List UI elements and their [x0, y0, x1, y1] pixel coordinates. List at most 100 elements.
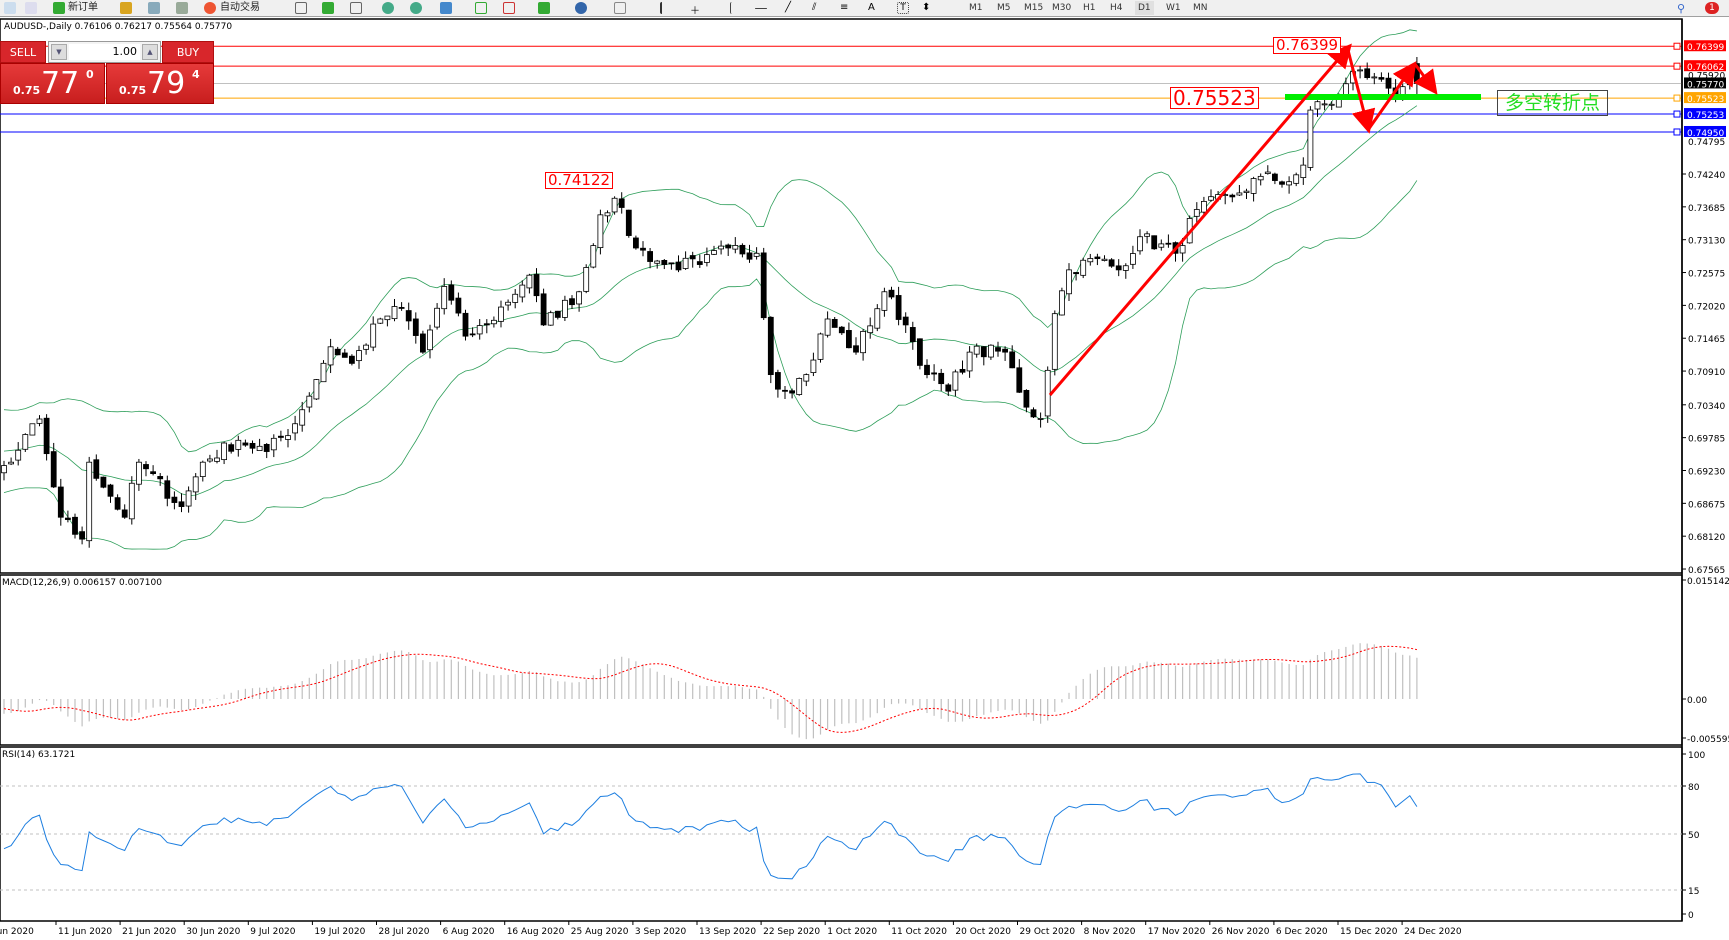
experts-icon[interactable] — [120, 2, 132, 14]
price-label-074122[interactable]: 0.74122 — [545, 172, 614, 189]
autoscroll-icon[interactable] — [503, 2, 515, 14]
new-order-button[interactable]: 新订单 — [68, 2, 98, 13]
lot-decrease-button[interactable]: ▼ — [51, 44, 67, 60]
timeframe-m30[interactable]: M30 — [1052, 3, 1072, 13]
rsi-tick-label: 80 — [1688, 783, 1700, 793]
horizontal-line-icon[interactable] — [755, 8, 767, 9]
timeframe-h1[interactable]: H1 — [1083, 3, 1096, 13]
candle-body — [895, 295, 902, 320]
price-tag-bg — [1684, 40, 1726, 52]
zoom-in-icon[interactable] — [382, 2, 394, 14]
candle — [1272, 172, 1278, 185]
lot-increase-button[interactable]: ▲ — [142, 44, 158, 60]
candle — [15, 442, 22, 466]
candle-body — [945, 384, 952, 392]
candle — [412, 312, 419, 344]
candle — [576, 290, 582, 312]
text-icon[interactable]: A — [868, 2, 875, 13]
rsi-tick-label: 100 — [1688, 751, 1705, 761]
candle-body — [569, 298, 575, 306]
candle-chart-icon[interactable] — [322, 2, 334, 14]
price-tick-label: 0.67565 — [1688, 566, 1725, 576]
zoom-icon[interactable] — [4, 2, 16, 14]
notification-badge[interactable]: 1 — [1705, 2, 1719, 14]
timeframe-m5[interactable]: M5 — [997, 3, 1011, 13]
buy-price-button[interactable]: 0.75 79 4 — [106, 63, 214, 104]
timeframe-mn[interactable]: MN — [1193, 3, 1208, 13]
candle-body — [199, 461, 206, 477]
candle — [72, 513, 78, 539]
lot-size-input[interactable]: 1.00 — [69, 44, 140, 60]
crosshair-icon[interactable]: ＋ — [690, 6, 700, 17]
arrows-icon[interactable]: ⬍ — [922, 2, 931, 13]
price-tag-bg — [1684, 108, 1726, 120]
vertical-line-icon[interactable] — [730, 2, 742, 14]
candle-body — [917, 338, 923, 366]
equidistant-channel-icon[interactable]: ⫽ — [812, 2, 817, 13]
candle — [1286, 176, 1292, 194]
auto-trade-button[interactable]: 自动交易 — [220, 2, 260, 13]
date-axis: Jun 2020 11 Jun 2020 21 Jun 2020 30 Jun 202… — [0, 921, 1462, 937]
cursor-icon[interactable] — [660, 2, 672, 14]
text-label-icon[interactable]: T — [897, 2, 909, 14]
price-tag-0.75253: 0.75253 — [1687, 111, 1724, 121]
sell-price-big: 77 — [41, 66, 80, 101]
periods-icon[interactable] — [575, 2, 587, 14]
indicators-icon[interactable] — [538, 2, 550, 14]
candle-body — [178, 501, 185, 507]
candle-body — [533, 274, 540, 297]
buy-button[interactable]: BUY — [162, 41, 214, 63]
candle-body — [462, 312, 469, 337]
timeframe-m1[interactable]: M1 — [969, 3, 983, 13]
sell-button[interactable]: SELL — [0, 41, 46, 63]
pivot-text-label[interactable]: 多空转折点 — [1497, 90, 1608, 116]
bar-chart-icon[interactable] — [295, 2, 307, 14]
line-chart-icon[interactable] — [350, 2, 362, 14]
templates-icon[interactable] — [614, 2, 626, 14]
candle-body — [696, 261, 703, 265]
price-label-075523[interactable]: 0.75523 — [1170, 87, 1259, 109]
candle — [1151, 235, 1158, 250]
candle-body — [412, 318, 419, 336]
candle — [143, 461, 149, 477]
zoom-out-icon[interactable] — [410, 2, 422, 14]
broadcast-icon[interactable] — [176, 2, 188, 14]
sell-price-sup: 0 — [86, 68, 94, 81]
sell-price-button[interactable]: 0.75 77 0 — [0, 63, 105, 104]
candle — [846, 322, 852, 349]
candle-body — [1314, 101, 1321, 110]
candle-body — [419, 333, 426, 353]
candle — [36, 415, 43, 427]
candle — [93, 454, 100, 481]
candle-body — [782, 389, 788, 392]
signals-icon[interactable] — [148, 2, 160, 14]
candle-body — [682, 257, 689, 269]
candle — [945, 383, 952, 396]
timeframe-m15[interactable]: M15 — [1024, 3, 1044, 13]
timeframe-d1[interactable]: D1 — [1135, 1, 1154, 15]
candle-body — [455, 297, 462, 314]
tile-windows-icon[interactable] — [440, 2, 452, 14]
chart-shift-icon[interactable] — [475, 2, 487, 14]
date-tick-label: 21 Jun 2020 — [122, 927, 176, 937]
price-tick-label: 0.72020 — [1688, 302, 1725, 312]
search-icon[interactable] — [25, 2, 37, 14]
candle — [441, 278, 448, 315]
trendline-icon[interactable]: ╱ — [785, 2, 792, 13]
candle-body — [341, 352, 348, 358]
candle — [1059, 287, 1065, 316]
fibonacci-icon[interactable]: ≡ — [840, 2, 849, 13]
candle-body — [29, 423, 36, 436]
price-label-076399[interactable]: 0.76399 — [1273, 37, 1342, 54]
red-arrow — [1366, 61, 1417, 131]
timeframe-w1[interactable]: W1 — [1166, 3, 1181, 13]
candle-body — [1130, 253, 1136, 265]
search-icon-right[interactable]: ⚲ — [1677, 2, 1686, 15]
candle — [1023, 389, 1030, 413]
timeframe-h4[interactable]: H4 — [1110, 3, 1123, 13]
candle-body — [725, 244, 732, 249]
candle-body — [1059, 290, 1065, 316]
candle — [405, 302, 412, 330]
rsi-tick-label: 15 — [1688, 887, 1699, 897]
